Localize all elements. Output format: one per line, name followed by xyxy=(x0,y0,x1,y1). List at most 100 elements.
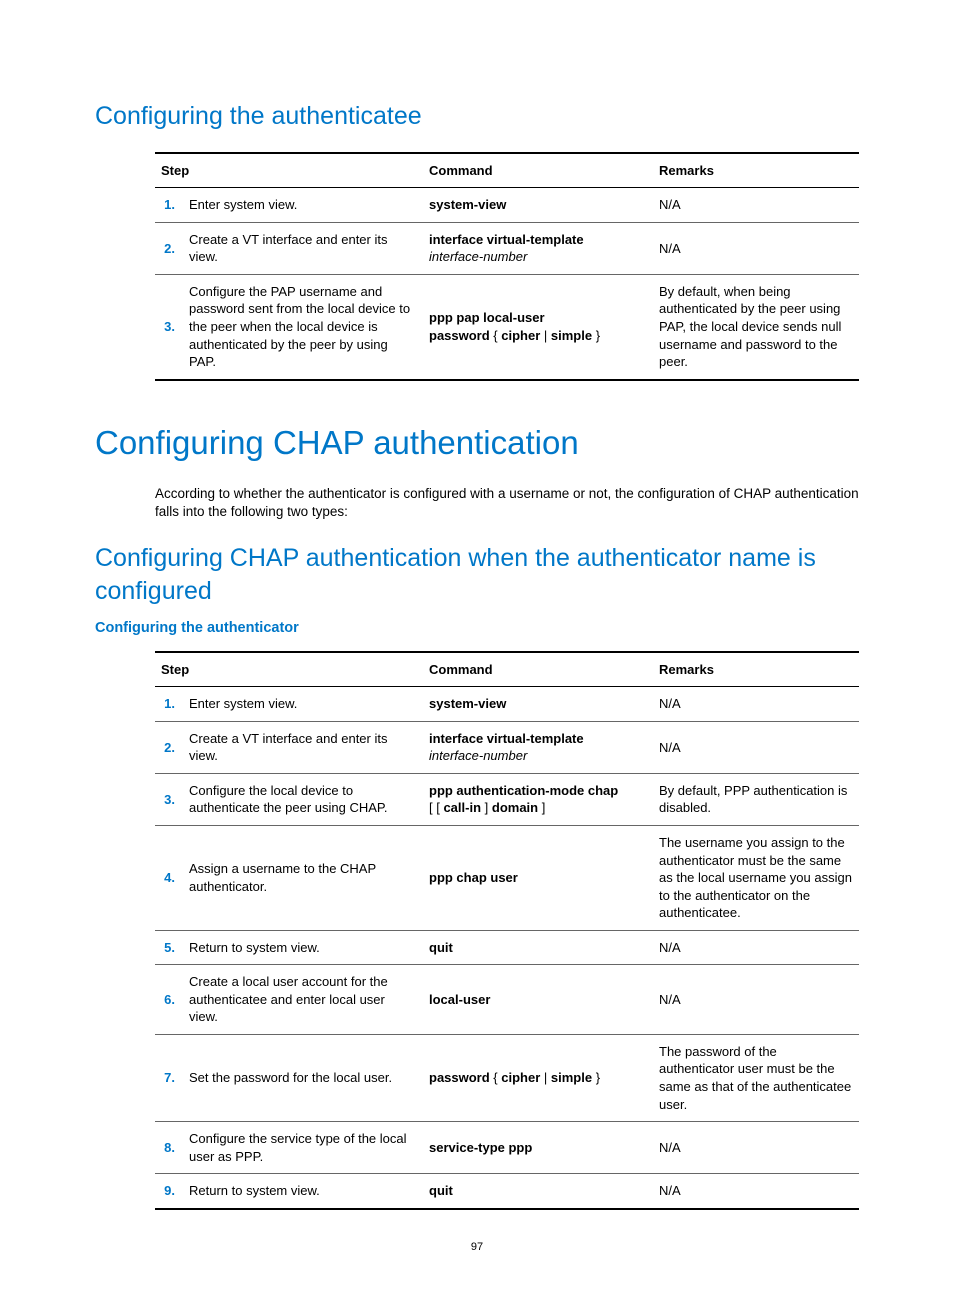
step-number: 2. xyxy=(155,222,183,274)
command-cell: ppp pap local-user password { cipher | si… xyxy=(423,274,653,379)
step-number: 1. xyxy=(155,188,183,223)
step-desc: Set the password for the local user. xyxy=(183,1034,423,1121)
command-cell: ppp authentication-mode chap [ [ call-in… xyxy=(423,773,653,825)
cmd-arg: interface-number xyxy=(429,249,527,264)
step-desc: Enter system view. xyxy=(183,188,423,223)
command-cell: system-view xyxy=(423,687,653,722)
th-remarks: Remarks xyxy=(653,652,859,687)
step-number: 6. xyxy=(155,965,183,1035)
step-number: 7. xyxy=(155,1034,183,1121)
command-cell: interface virtual-template interface-numb… xyxy=(423,721,653,773)
command-cell: local-user xyxy=(423,965,653,1035)
page-number: 97 xyxy=(95,1240,859,1255)
section-heading-chap-name-configured: Configuring CHAP authentication when the… xyxy=(95,542,859,610)
cmd: quit xyxy=(429,1183,453,1198)
cmd: cipher xyxy=(501,328,540,343)
remarks-cell: N/A xyxy=(653,1174,859,1209)
command-cell: interface virtual-template interface-numb… xyxy=(423,222,653,274)
cmd: local-user xyxy=(429,992,490,1007)
cmd: ppp pap local-user xyxy=(429,310,545,325)
th-command: Command xyxy=(423,652,653,687)
remarks-cell: The username you assign to the authentic… xyxy=(653,826,859,931)
cmd-sep: | xyxy=(540,328,551,343)
step-number: 9. xyxy=(155,1174,183,1209)
step-number: 2. xyxy=(155,721,183,773)
cmd-arg: interface-number xyxy=(429,748,527,763)
table-row: 1. Enter system view. system-view N/A xyxy=(155,188,859,223)
table-row: 9. Return to system view. quit N/A xyxy=(155,1174,859,1209)
cmd-sep: | xyxy=(540,1070,551,1085)
cmd: interface virtual-template xyxy=(429,731,584,746)
step-desc: Enter system view. xyxy=(183,687,423,722)
table-row: 3. Configure the local device to authent… xyxy=(155,773,859,825)
step-desc: Configure the local device to authentica… xyxy=(183,773,423,825)
table-row: 5. Return to system view. quit N/A xyxy=(155,930,859,965)
cmd-sep: { xyxy=(490,1070,502,1085)
step-number: 3. xyxy=(155,274,183,379)
subsection-authenticator: Configuring the authenticator xyxy=(95,619,859,639)
step-number: 5. xyxy=(155,930,183,965)
table-row: 7. Set the password for the local user. … xyxy=(155,1034,859,1121)
command-cell: quit xyxy=(423,930,653,965)
step-number: 1. xyxy=(155,687,183,722)
remarks-cell: N/A xyxy=(653,222,859,274)
step-desc: Configure the PAP username and password … xyxy=(183,274,423,379)
remarks-cell: N/A xyxy=(653,687,859,722)
table-authenticator: Step Command Remarks 1. Enter system vie… xyxy=(155,651,859,1210)
command-cell: quit xyxy=(423,1174,653,1209)
cmd-sep: [ [ xyxy=(429,800,443,815)
cmd: call-in xyxy=(443,800,481,815)
cmd: system-view xyxy=(429,197,506,212)
section-heading-authenticatee: Configuring the authenticatee xyxy=(95,100,859,134)
remarks-cell: By default, PPP authentication is disabl… xyxy=(653,773,859,825)
remarks-cell: The password of the authenticator user m… xyxy=(653,1034,859,1121)
cmd: simple xyxy=(551,1070,592,1085)
cmd: ppp authentication-mode chap xyxy=(429,783,618,798)
cmd: password xyxy=(429,1070,490,1085)
th-step: Step xyxy=(155,652,423,687)
section-heading-chap: Configuring CHAP authentication xyxy=(95,421,859,466)
th-remarks: Remarks xyxy=(653,153,859,188)
table-row: 4. Assign a username to the CHAP authent… xyxy=(155,826,859,931)
cmd: password xyxy=(429,328,490,343)
step-desc: Return to system view. xyxy=(183,930,423,965)
step-desc: Configure the service type of the local … xyxy=(183,1122,423,1174)
cmd-sep: ] xyxy=(481,800,492,815)
table-row: 2. Create a VT interface and enter its v… xyxy=(155,721,859,773)
remarks-cell: By default, when being authenticated by … xyxy=(653,274,859,379)
command-cell: system-view xyxy=(423,188,653,223)
cmd: system-view xyxy=(429,696,506,711)
cmd: domain xyxy=(492,800,538,815)
cmd: quit xyxy=(429,940,453,955)
cmd-sep: } xyxy=(592,1070,600,1085)
table-row: 3. Configure the PAP username and passwo… xyxy=(155,274,859,379)
cmd: interface virtual-template xyxy=(429,232,584,247)
step-desc: Create a VT interface and enter its view… xyxy=(183,222,423,274)
cmd-sep: ] xyxy=(538,800,545,815)
table-authenticatee: Step Command Remarks 1. Enter system vie… xyxy=(155,152,859,381)
table-row: 8. Configure the service type of the loc… xyxy=(155,1122,859,1174)
step-number: 3. xyxy=(155,773,183,825)
th-step: Step xyxy=(155,153,423,188)
remarks-cell: N/A xyxy=(653,930,859,965)
cmd-sep: } xyxy=(592,328,600,343)
command-cell: password { cipher | simple } xyxy=(423,1034,653,1121)
remarks-cell: N/A xyxy=(653,965,859,1035)
remarks-cell: N/A xyxy=(653,1122,859,1174)
step-desc: Assign a username to the CHAP authentica… xyxy=(183,826,423,931)
cmd-sep: { xyxy=(490,328,502,343)
step-desc: Return to system view. xyxy=(183,1174,423,1209)
command-cell: service-type ppp xyxy=(423,1122,653,1174)
cmd: service-type ppp xyxy=(429,1140,532,1155)
step-number: 4. xyxy=(155,826,183,931)
cmd: cipher xyxy=(501,1070,540,1085)
th-command: Command xyxy=(423,153,653,188)
step-number: 8. xyxy=(155,1122,183,1174)
cmd: ppp chap user xyxy=(429,870,518,885)
step-desc: Create a local user account for the auth… xyxy=(183,965,423,1035)
step-desc: Create a VT interface and enter its view… xyxy=(183,721,423,773)
remarks-cell: N/A xyxy=(653,721,859,773)
cmd: simple xyxy=(551,328,592,343)
table-row: 1. Enter system view. system-view N/A xyxy=(155,687,859,722)
table-row: 6. Create a local user account for the a… xyxy=(155,965,859,1035)
